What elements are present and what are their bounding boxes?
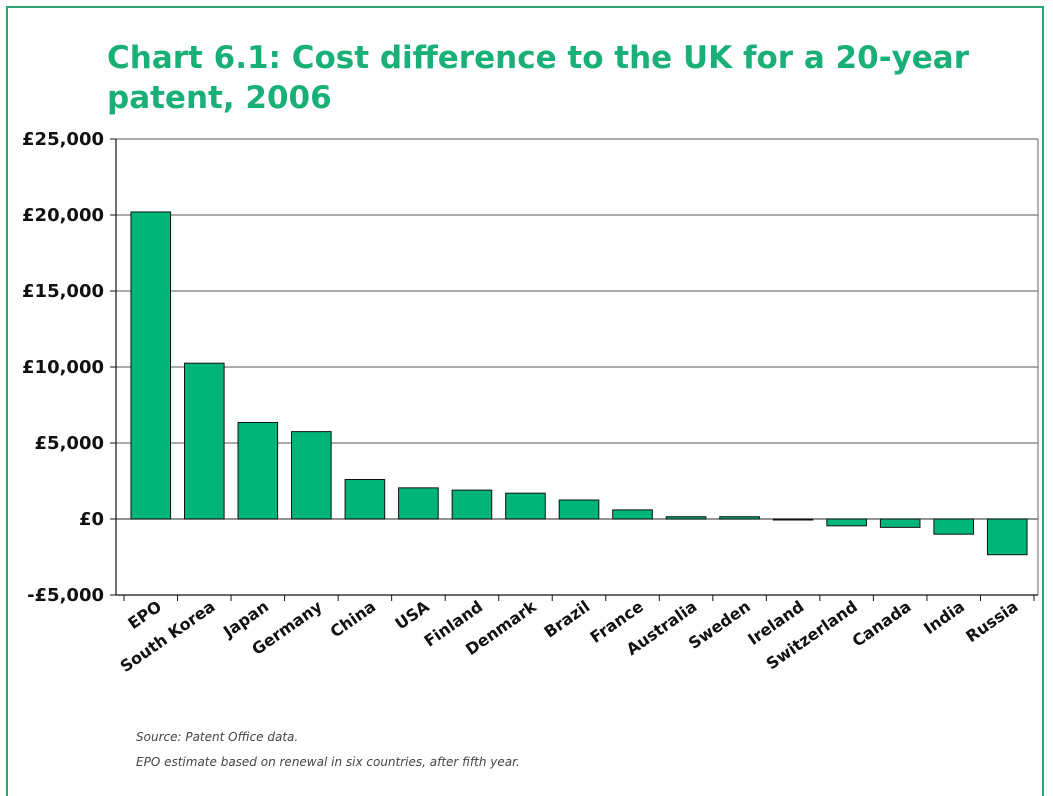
bar-south-korea xyxy=(183,362,225,520)
bar-brazil xyxy=(558,499,600,520)
y-tick-label: £15,000 xyxy=(22,281,104,302)
footnote: EPO estimate based on renewal in six cou… xyxy=(136,755,520,769)
x-tick-label: India xyxy=(920,597,968,638)
bar-usa xyxy=(398,487,439,520)
x-tick-label: South Korea xyxy=(117,597,219,676)
y-tick-label: -£5,000 xyxy=(27,585,104,606)
x-tick-label: Brazil xyxy=(540,597,593,642)
x-tick-label: Canada xyxy=(849,597,915,651)
y-tick-label: £20,000 xyxy=(22,205,104,226)
bar-russia xyxy=(986,518,1028,556)
bars xyxy=(130,211,1028,556)
bar-epo xyxy=(130,211,172,520)
bar-japan xyxy=(237,421,279,520)
y-tick-label: £25,000 xyxy=(22,129,104,150)
y-tick-labels: -£5,000 £0 £5,000 £10,000 £15,000 £20,000 £25,… xyxy=(22,129,104,606)
bar-germany xyxy=(291,431,332,520)
gridlines xyxy=(116,138,1038,520)
bar-india xyxy=(933,518,975,535)
bar-switzerland xyxy=(826,518,867,527)
chart-frame xyxy=(6,6,1044,796)
chart-title: Chart 6.1: Cost difference to the UK for… xyxy=(107,40,970,116)
bar-china xyxy=(344,478,386,520)
y-tick-label: £5,000 xyxy=(35,433,104,454)
axes xyxy=(110,138,1039,601)
x-tick-label: China xyxy=(327,597,380,642)
x-tick-label: Russia xyxy=(962,597,1021,646)
bar-australia xyxy=(665,516,707,520)
source-note: Source: Patent Office data. xyxy=(136,730,299,744)
bar-france xyxy=(612,509,653,520)
x-tick-label: USA xyxy=(392,596,434,633)
y-tick-label: £10,000 xyxy=(22,357,104,378)
x-tick-label: EPO xyxy=(124,597,165,633)
bar-canada xyxy=(879,518,921,528)
y-tick-label: £0 xyxy=(79,509,104,530)
bar-denmark xyxy=(505,492,546,520)
x-tick-label: Switzerland xyxy=(763,597,861,674)
bar-sweden xyxy=(719,516,760,520)
bar-ireland xyxy=(772,518,814,521)
bar-finland xyxy=(451,489,493,520)
